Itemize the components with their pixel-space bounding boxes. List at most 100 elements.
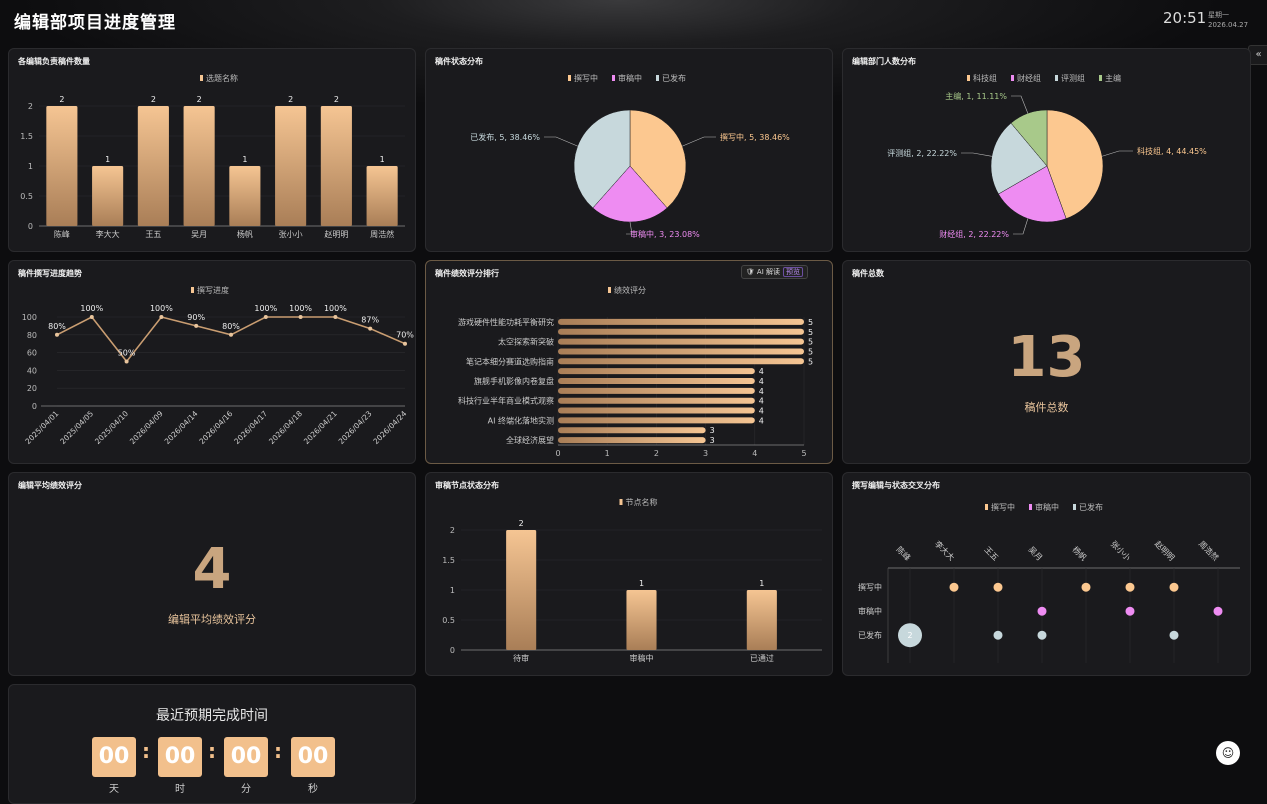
data-label: 2 [907,631,912,640]
x-tick-label: 2025/04/10 [93,409,130,446]
card-performance-ranking: 稿件绩效评分排行 🛡 AI 解读 预览 绩效评分 0 1 2 3 4 5 5 游戏硬件性能功耗平衡… [425,260,833,464]
data-label: 87% [361,316,379,325]
data-label: 2 [197,95,202,104]
legend-marker [1055,75,1058,81]
data-point [993,582,1003,592]
x-tick-label: 4 [752,449,757,458]
legend-marker [985,504,988,510]
x-tick-label: 3 [703,449,708,458]
data-label: 1 [242,155,247,164]
x-tick-label: 张小小 [1109,539,1132,562]
x-tick-label: 陈峰 [894,544,912,562]
ai-interpret-button[interactable]: 🛡 AI 解读 预览 [740,265,808,279]
legend-label: 审稿中 [618,73,642,83]
countdown-separator: : [208,739,216,763]
data-label: 5 [808,347,813,356]
kpi-avg-label: 编辑平均绩效评分 [168,613,256,626]
data-label: 1 [380,155,385,164]
y-tick-label: 40 [27,366,37,375]
data-point [194,323,199,328]
card-status-distribution: 稿件状态分布 撰写中 审稿中 已发布 撰写中, 5, 38.46% 审稿中, 3, 23… [425,48,833,252]
bar [46,106,78,226]
x-tick-label: 2025/04/01 [23,409,60,446]
y-tick-label: 1.5 [20,132,33,141]
card-title: 审稿节点状态分布 [435,481,499,490]
data-label: 3 [710,426,715,435]
data-label: 5 [808,357,813,366]
legend-label: 财经组 [1017,73,1041,83]
y-tick-label: 0.5 [442,616,455,625]
legend-marker [200,75,203,81]
x-tick-label: 2026/04/18 [267,409,304,446]
data-point [898,623,922,648]
x-tick-label: 2026/04/14 [163,409,200,446]
assistant-avatar-button[interactable]: ☺ [1216,741,1240,765]
data-label: 100% [289,304,312,313]
bar-chart-editors: 选题名称 0 0.5 1 1.5 2 2 陈峰 1 李大大 2 王五 2 吴月 1 杨帆 2 张小小 2 赵明明 1 周浩… [20,73,405,239]
slice-label: 科技组, 4, 44.45% [1137,146,1207,156]
data-label: 1 [105,155,110,164]
countdown-hours: 00 [158,737,202,777]
legend-label: 选题名称 [206,73,238,83]
data-label: 2 [334,95,339,104]
bar [275,106,307,226]
legend-marker [191,287,194,293]
x-tick-label: 2026/04/16 [197,409,234,446]
x-tick-label: 5 [801,449,806,458]
y-tick-label: 科技行业半年商业模式观察 [458,396,554,406]
card-review-nodes: 审稿节点状态分布 节点名称 0 0.5 1 1.5 2 2 待审 1 审稿中 1 已通过 [425,472,833,676]
data-label: 4 [759,387,764,396]
legend-label: 评测组 [1061,73,1085,83]
legend-marker [1099,75,1102,81]
leader-line [682,136,716,147]
data-label: 5 [808,328,813,337]
x-tick-label: 赵明明 [324,229,348,239]
legend-marker [619,499,623,505]
x-tick-label: 杨帆 [237,229,253,239]
countdown-days-label: 天 [109,784,119,795]
leader-line [1011,95,1029,114]
y-tick-label: 旗舰手机影像内卷复盘 [474,376,554,386]
preview-badge: 预览 [783,267,803,277]
bar-chart-review-nodes: 节点名称 0 0.5 1 1.5 2 2 待审 1 审稿中 1 已通过 [442,497,822,663]
data-point [1125,582,1135,592]
x-tick-label: 吴月 [191,230,207,239]
y-tick-label: 撰写中 [858,582,882,592]
card-title: 稿件绩效评分排行 [435,269,499,278]
x-tick-label: 1 [605,449,610,458]
page-title: 编辑部项目进度管理 [14,13,176,33]
x-tick-label: 李大大 [933,539,957,563]
card-department-distribution: 编辑部门人数分布 科技组 财经组 评测组 主编 科技组, 4, 44.45% 财经组, 2… [842,48,1251,252]
y-tick-label: 0 [450,646,455,655]
x-tick-label: 杨帆 [1070,544,1088,562]
data-point [1037,630,1047,640]
data-point [89,315,94,319]
legend-marker [568,75,571,81]
legend-marker [612,75,615,81]
countdown-title: 最近预期完成时间 [156,708,268,724]
y-tick-label: 1.5 [442,556,455,565]
clock-time: 20:51 [1163,9,1207,27]
weekday: 星期一 [1208,11,1229,19]
data-label: 2 [59,95,64,104]
data-label: 2 [519,519,524,528]
data-label: 100% [324,304,347,313]
card-title: 编辑部门人数分布 [852,57,916,66]
data-point [298,315,303,319]
data-label: 70% [396,331,414,340]
slice-label: 撰写中, 5, 38.46% [720,132,790,142]
card-countdown: 最近预期完成时间 00 : 00 : 00 : 00 天 时 分 秒 [8,684,416,804]
y-tick-label: 0 [32,402,37,411]
bar [320,106,352,226]
legend-label: 科技组 [973,73,997,83]
x-tick-label: 2 [654,449,659,458]
x-tick-label: 2026/04/17 [232,409,269,446]
data-point [1169,630,1179,640]
legend-label: 撰写进度 [197,285,229,295]
bar [506,530,537,650]
data-label: 4 [759,397,764,406]
bar [137,106,169,226]
data-point [263,315,268,319]
